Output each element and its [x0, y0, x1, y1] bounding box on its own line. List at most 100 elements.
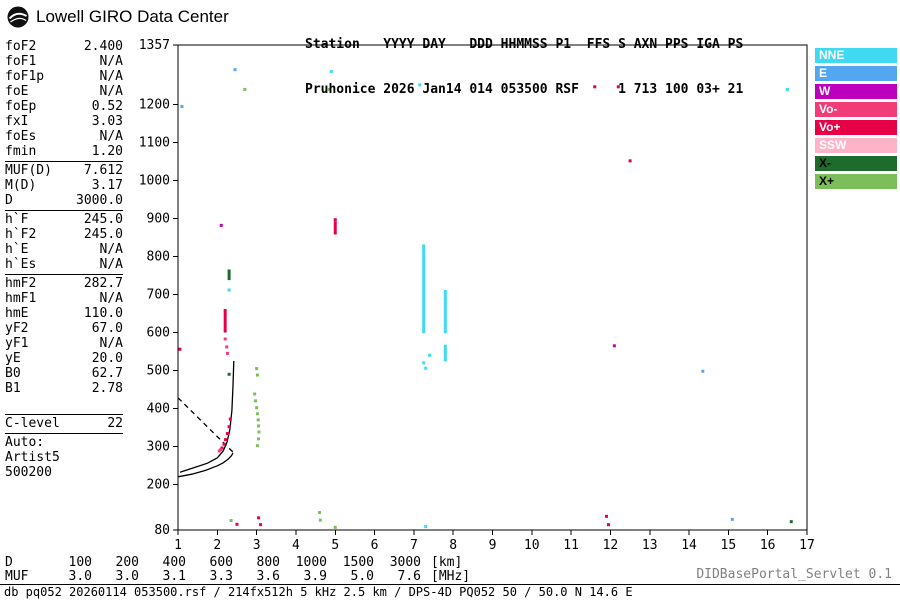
x-tick-label: 13	[642, 538, 658, 553]
echo-point	[224, 438, 228, 442]
param-value: N/A	[99, 291, 123, 306]
y-tick-label: 500	[147, 363, 170, 378]
param-row: h`F 245.0	[5, 212, 123, 227]
distance-row: D 100 200 400 600 800 1000 1500 3000 [km]	[5, 556, 470, 570]
param-label: h`F2	[5, 227, 37, 242]
echo-point	[422, 361, 426, 365]
echo-point	[257, 437, 261, 441]
x-tick-label: 11	[563, 538, 579, 553]
echo-point	[329, 70, 333, 74]
servlet-version-label: DIDBasePortal_Servlet 0.1	[696, 567, 892, 582]
station-header-fields: Station YYYY DAY DDD HHMMSS P1 FFS S AXN…	[305, 37, 744, 52]
echo-point	[318, 518, 322, 522]
parameter-panel: foF2 2.400 foF1 N/A foF1p N/A foE N/A foEp 0.52 fx…	[5, 38, 123, 482]
echo-segment	[223, 308, 227, 333]
echo-point	[257, 516, 261, 520]
echo-point	[256, 418, 260, 422]
muf-row-value: 5.0	[350, 569, 374, 584]
echo-point	[219, 447, 223, 451]
param-value: N/A	[99, 242, 123, 257]
param-label: M(D)	[5, 178, 37, 193]
y-tick-label: 200	[147, 477, 170, 492]
distance-row-value: 1500	[342, 555, 374, 570]
param-label: h`Es	[5, 257, 37, 272]
station-header: Station YYYY DAY DDD HHMMSS P1 FFS S AXN…	[305, 7, 743, 112]
echo-point	[789, 520, 793, 524]
x-tick-label: 1	[174, 538, 182, 553]
param-value: 2.400	[83, 39, 123, 54]
y-tick-label: 1200	[139, 98, 170, 113]
param-group: foF2 2.400 foF1 N/A foF1p N/A foE N/A foEp 0.52 fx…	[5, 38, 123, 161]
echo-point	[217, 449, 221, 453]
x-tick-label: 7	[410, 538, 418, 553]
distance-row-value: 600	[209, 555, 233, 570]
param-label: D	[5, 193, 13, 208]
param-row: B1 2.78	[5, 381, 123, 396]
param-label: foEp	[5, 99, 37, 114]
distance-row-value: 200	[115, 555, 139, 570]
echo-point	[228, 417, 232, 421]
x-tick-label: 2	[213, 538, 221, 553]
param-value: 282.7	[83, 276, 123, 291]
distance-row-value: 400	[162, 555, 186, 570]
echo-point	[318, 511, 322, 515]
param-label: fmin	[5, 144, 37, 159]
echo-segment	[422, 244, 426, 334]
param-row: foEs N/A	[5, 129, 123, 144]
param-value: 245.0	[83, 227, 123, 242]
echo-point	[424, 366, 428, 370]
echo-point	[225, 345, 229, 349]
echo-point	[220, 446, 224, 450]
echo-point	[253, 392, 257, 396]
x-tick-label: 4	[292, 538, 300, 553]
echo-point	[227, 288, 231, 292]
param-label: fxI	[5, 114, 29, 129]
param-label: h`F	[5, 212, 29, 227]
param-label: foEs	[5, 129, 37, 144]
param-value: 2.78	[91, 381, 123, 396]
param-row: yF1 N/A	[5, 336, 123, 351]
echo-point	[785, 87, 789, 91]
x-tick-label: 14	[681, 538, 697, 553]
param-row: h`F2 245.0	[5, 227, 123, 242]
echo-point	[235, 522, 239, 526]
distance-row-value: 100	[68, 555, 92, 570]
echo-point	[333, 218, 337, 222]
param-row: foF1p N/A	[5, 69, 123, 84]
echo-point	[327, 87, 331, 91]
legend-item-x+: X+	[815, 174, 897, 189]
param-label: Auto:	[5, 435, 45, 450]
echo-point	[255, 367, 259, 371]
curve-true-height-profile	[177, 452, 234, 478]
muf-row-value: 7.6	[397, 569, 421, 584]
echo-point	[259, 523, 263, 527]
param-group: MUF(D) 7.612 M(D) 3.17 D 3000.0	[5, 161, 123, 210]
legend-item-vo+: Vo+	[815, 120, 897, 135]
echo-point	[222, 442, 226, 446]
legend-item-e: E	[815, 66, 897, 81]
param-label: hmF2	[5, 276, 37, 291]
param-group: hmF2 282.7 hmF1 N/A hmE 110.0 yF2 67.0 yF1 N/A yE 2…	[5, 274, 123, 398]
y-tick-label: 1100	[139, 136, 170, 151]
param-value: N/A	[99, 69, 123, 84]
echo-point	[180, 105, 184, 109]
y-tick-label: 800	[147, 250, 170, 265]
param-value: N/A	[99, 336, 123, 351]
status-text: db pq052 20260114 053500.rsf / 214fx512h…	[4, 585, 633, 599]
y-tick-label: 300	[147, 439, 170, 454]
echo-point	[418, 83, 422, 87]
echo-point	[233, 68, 237, 72]
distance-row-value: 1000	[295, 555, 327, 570]
param-label: hmE	[5, 306, 29, 321]
param-value: 1.20	[91, 144, 123, 159]
x-tick-label: 16	[760, 538, 776, 553]
param-row: Auto:	[5, 435, 123, 450]
param-value: N/A	[99, 129, 123, 144]
muf-row-unit: [MHz]	[431, 569, 471, 584]
param-value: 3.17	[91, 178, 123, 193]
param-label: yF1	[5, 336, 29, 351]
echo-segment	[227, 269, 231, 281]
param-group: h`F 245.0 h`F2 245.0 h`E N/A h`Es N/A	[5, 210, 123, 274]
distance-row-value: 800	[256, 555, 280, 570]
